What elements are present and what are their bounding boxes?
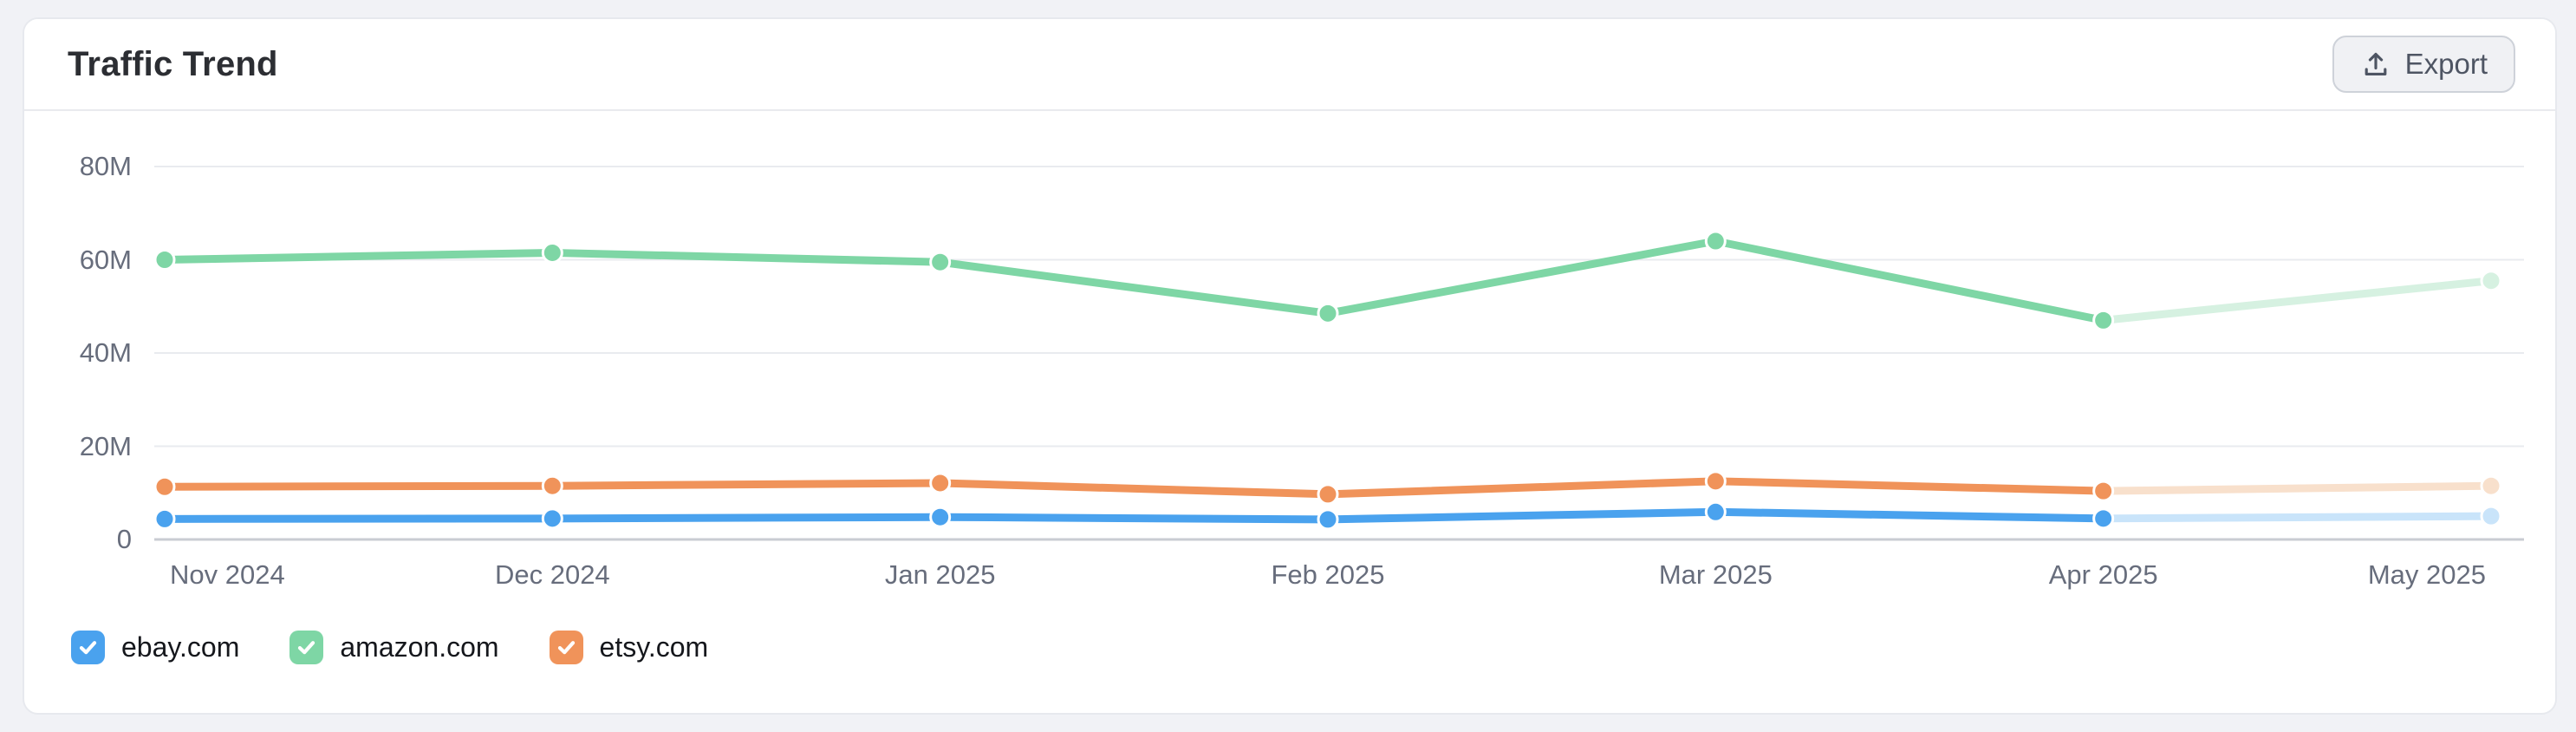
y-axis-label: 20M — [79, 430, 132, 461]
data-point-etsy.com[interactable] — [1317, 483, 1339, 506]
data-point-ebay.com[interactable] — [153, 507, 176, 530]
x-axis-label: Mar 2025 — [1658, 559, 1773, 590]
export-button[interactable]: Export — [2332, 36, 2515, 93]
data-point-ebay.com[interactable] — [1704, 500, 1727, 523]
data-point-etsy.com[interactable] — [541, 474, 563, 497]
chart-legend: ebay.com amazon.com etsy.com — [71, 626, 708, 668]
trend-line-projected-amazon.com — [2099, 277, 2495, 324]
legend-item-amazon[interactable]: amazon.com — [289, 630, 499, 664]
trend-line-etsy.com — [160, 477, 2108, 499]
data-point-etsy.com[interactable] — [2092, 480, 2115, 502]
legend-item-ebay[interactable]: ebay.com — [71, 630, 240, 664]
data-point-amazon.com[interactable] — [1704, 230, 1727, 252]
legend-label: amazon.com — [340, 631, 499, 663]
y-axis-label: 40M — [79, 337, 132, 368]
page-title: Traffic Trend — [68, 44, 278, 83]
data-point-ebay.com[interactable] — [2480, 505, 2502, 527]
x-axis-label: Feb 2025 — [1271, 559, 1385, 590]
data-point-ebay.com[interactable] — [1317, 508, 1339, 531]
data-point-etsy.com[interactable] — [1704, 470, 1727, 493]
trend-line-ebay.com — [160, 507, 2108, 524]
x-axis-label: Dec 2024 — [494, 559, 610, 590]
data-point-etsy.com[interactable] — [153, 475, 176, 498]
data-point-amazon.com[interactable] — [2092, 309, 2115, 331]
data-point-amazon.com[interactable] — [153, 249, 176, 271]
x-axis-label: May 2025 — [2367, 559, 2486, 590]
y-axis-label: 0 — [116, 524, 132, 554]
legend-item-etsy[interactable]: etsy.com — [549, 630, 709, 664]
y-axis-label: 80M — [79, 151, 132, 181]
upload-icon — [2360, 49, 2391, 80]
data-point-etsy.com[interactable] — [2480, 474, 2502, 497]
data-point-amazon.com[interactable] — [1317, 302, 1339, 324]
data-point-amazon.com[interactable] — [929, 251, 952, 273]
trend-line-projected-etsy.com — [2099, 481, 2495, 495]
checkbox-checked-icon[interactable] — [289, 630, 324, 664]
traffic-trend-card: Traffic Trend Export 80M 60M 40M 20M 0 Nov 2… — [23, 17, 2557, 715]
legend-label: ebay.com — [121, 631, 240, 663]
data-point-ebay.com[interactable] — [929, 506, 952, 528]
x-axis-label: Apr 2025 — [2048, 559, 2158, 590]
traffic-trend-chart: 80M 60M 40M 20M 0 Nov 2024 Dec 2024 Jan 2025 Fe… — [24, 111, 2555, 626]
data-point-amazon.com[interactable] — [541, 241, 563, 264]
chart-canvas — [153, 166, 2524, 541]
checkbox-checked-icon[interactable] — [549, 630, 583, 664]
card-header: Traffic Trend Export — [24, 19, 2555, 111]
legend-label: etsy.com — [599, 631, 709, 663]
trend-line-amazon.com — [160, 237, 2108, 324]
checkbox-checked-icon[interactable] — [71, 630, 105, 664]
x-axis-label: Nov 2024 — [170, 559, 285, 590]
data-point-amazon.com[interactable] — [2480, 270, 2502, 292]
export-button-label: Export — [2404, 48, 2488, 80]
trend-line-projected-ebay.com — [2099, 512, 2495, 523]
data-point-ebay.com[interactable] — [541, 507, 563, 530]
y-axis-label: 60M — [79, 244, 132, 275]
data-point-etsy.com[interactable] — [929, 472, 952, 494]
x-axis-label: Jan 2025 — [884, 559, 996, 590]
data-point-ebay.com[interactable] — [2092, 507, 2115, 530]
